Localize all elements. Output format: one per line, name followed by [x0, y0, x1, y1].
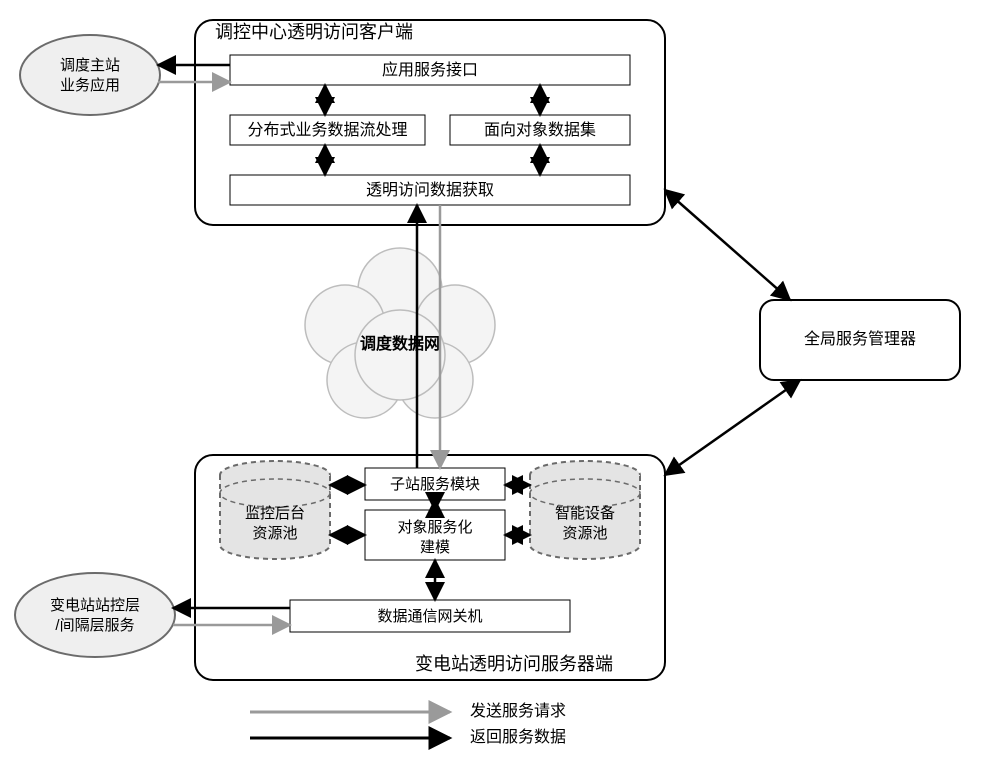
objmod-node-l2: 建模 [420, 539, 450, 556]
global-manager-label: 全局服务管理器 [804, 330, 916, 348]
client-panel-title: 调控中心透明访问客户端 [215, 22, 413, 42]
client-panel: 调控中心透明访问客户端 应用服务接口 分布式业务数据流处理 面向对象数据集 透明… [195, 20, 665, 225]
svg-text:返回服务数据: 返回服务数据 [470, 728, 566, 746]
cloud-dispatch-network: 调度数据网 [305, 248, 495, 418]
trans-node: 透明访问数据获取 [366, 181, 494, 199]
svg-text:智能设备: 智能设备 [555, 504, 615, 522]
api-node: 应用服务接口 [382, 60, 478, 79]
diagram-canvas: 调控中心透明访问客户端 应用服务接口 分布式业务数据流处理 面向对象数据集 透明… [0, 0, 1000, 763]
db-right: 智能设备资源池 [530, 461, 640, 559]
server-panel: 变电站透明访问服务器端 子站服务模块 对象服务化 建模 数据通信网关机 监控后台… [195, 455, 665, 680]
oods-node: 面向对象数据集 [484, 121, 596, 139]
gw-node: 数据通信网关机 [377, 608, 482, 625]
dist-node: 分布式业务数据流处理 [247, 121, 407, 139]
svg-text:资源池: 资源池 [252, 525, 297, 542]
svg-text:调度数据网: 调度数据网 [360, 334, 440, 353]
svg-text:调度主站: 调度主站 [60, 57, 120, 74]
svg-text:变电站站控层: 变电站站控层 [50, 597, 140, 614]
svg-text:/间隔层服务: /间隔层服务 [55, 617, 134, 634]
svg-text:资源池: 资源池 [562, 525, 607, 542]
ext-substation-layer: 变电站站控层 /间隔层服务 [15, 573, 175, 657]
ext-dispatch-master: 调度主站 业务应用 [20, 35, 160, 115]
db-left: 监控后台资源池 [220, 461, 330, 559]
subsvc-node: 子站服务模块 [390, 476, 480, 493]
objmod-node-l1: 对象服务化 [397, 519, 472, 536]
svg-text:发送服务请求: 发送服务请求 [470, 702, 566, 720]
svg-text:业务应用: 业务应用 [60, 76, 120, 94]
global-manager: 全局服务管理器 [760, 300, 960, 380]
legend: 发送服务请求返回服务数据 [250, 702, 566, 746]
svg-text:监控后台: 监控后台 [245, 505, 305, 522]
server-panel-title: 变电站透明访问服务器端 [415, 654, 613, 674]
